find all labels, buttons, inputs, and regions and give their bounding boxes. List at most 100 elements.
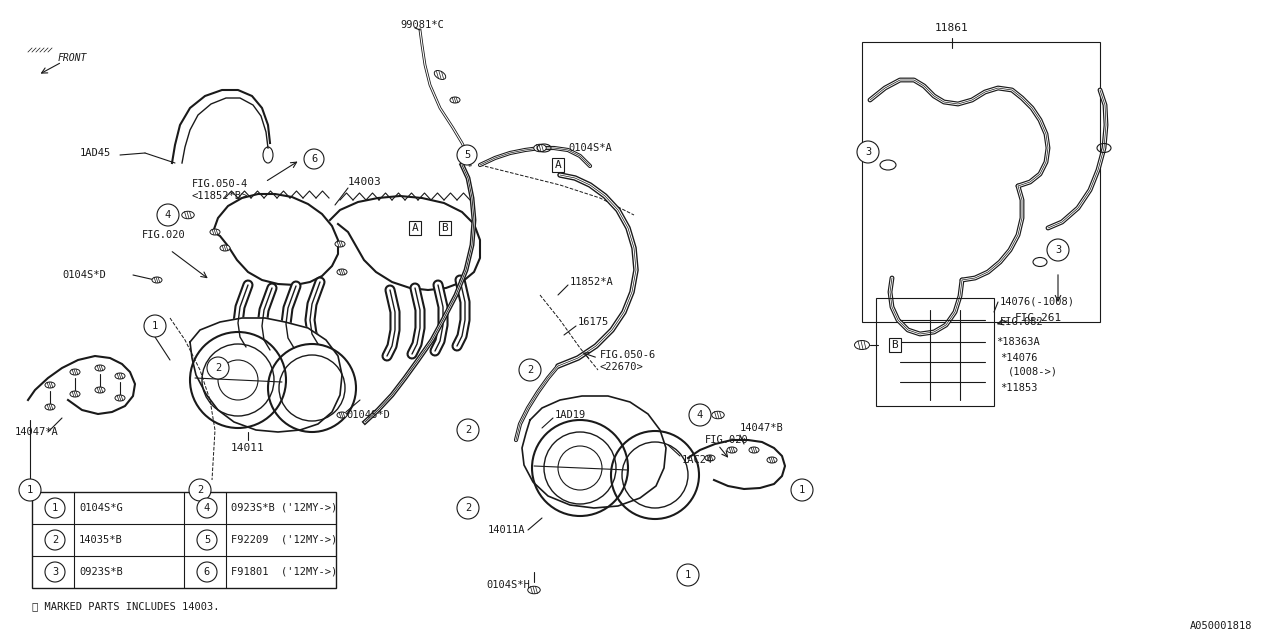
Circle shape (45, 530, 65, 550)
Text: <22670>: <22670> (600, 362, 644, 372)
Circle shape (207, 357, 229, 379)
Text: 16175: 16175 (579, 317, 609, 327)
Text: 0923S*B: 0923S*B (79, 567, 123, 577)
Text: 3: 3 (865, 147, 872, 157)
Circle shape (45, 562, 65, 582)
Ellipse shape (712, 412, 724, 419)
Text: 14076(-1008): 14076(-1008) (1000, 297, 1075, 307)
Text: 14047*B: 14047*B (740, 423, 783, 433)
Ellipse shape (70, 369, 79, 375)
Ellipse shape (855, 340, 869, 349)
Circle shape (157, 204, 179, 226)
Text: *14076: *14076 (1000, 353, 1038, 363)
Text: 14011: 14011 (232, 443, 265, 453)
Text: 0923S*B ('12MY->): 0923S*B ('12MY->) (230, 503, 337, 513)
Ellipse shape (705, 455, 716, 461)
Ellipse shape (727, 447, 737, 453)
Circle shape (197, 562, 218, 582)
Text: 2: 2 (215, 363, 221, 373)
Ellipse shape (95, 365, 105, 371)
Text: 14047*A: 14047*A (15, 427, 59, 437)
Ellipse shape (767, 457, 777, 463)
Polygon shape (522, 396, 666, 508)
Text: FIG.020: FIG.020 (142, 230, 186, 240)
Text: 6: 6 (204, 567, 210, 577)
Circle shape (19, 479, 41, 501)
Text: 14003: 14003 (348, 177, 381, 187)
Text: 1AD45: 1AD45 (79, 148, 111, 158)
Text: FIG.261: FIG.261 (1015, 313, 1062, 323)
Ellipse shape (45, 404, 55, 410)
Text: 11852*A: 11852*A (570, 277, 613, 287)
Polygon shape (189, 318, 342, 432)
Text: 1: 1 (152, 321, 159, 331)
Ellipse shape (115, 395, 125, 401)
Text: <11852*B>: <11852*B> (192, 191, 248, 201)
Circle shape (197, 498, 218, 518)
Circle shape (305, 149, 324, 169)
Text: 3: 3 (52, 567, 58, 577)
Ellipse shape (335, 241, 346, 247)
Text: 1: 1 (685, 570, 691, 580)
Text: F91801  ('12MY->): F91801 ('12MY->) (230, 567, 337, 577)
Text: 5: 5 (463, 150, 470, 160)
Ellipse shape (115, 373, 125, 379)
Polygon shape (330, 196, 480, 290)
Text: FIG.020: FIG.020 (705, 435, 749, 445)
Text: 0104S*H: 0104S*H (486, 580, 530, 590)
Text: 1: 1 (799, 485, 805, 495)
Text: 4: 4 (204, 503, 210, 513)
Text: 4: 4 (165, 210, 172, 220)
Circle shape (457, 145, 477, 165)
Text: 3: 3 (1055, 245, 1061, 255)
Ellipse shape (182, 211, 195, 219)
Text: 2: 2 (52, 535, 58, 545)
Text: B: B (892, 340, 899, 350)
Ellipse shape (220, 245, 230, 251)
Circle shape (189, 479, 211, 501)
Text: 11861: 11861 (936, 23, 969, 33)
Ellipse shape (152, 277, 163, 283)
Ellipse shape (434, 70, 445, 79)
Text: FIG.082: FIG.082 (1000, 317, 1043, 327)
Circle shape (197, 530, 218, 550)
Text: 2: 2 (527, 365, 534, 375)
Circle shape (143, 315, 166, 337)
Text: F92209  ('12MY->): F92209 ('12MY->) (230, 535, 337, 545)
Text: A: A (412, 223, 419, 233)
Ellipse shape (534, 144, 547, 152)
Circle shape (689, 404, 710, 426)
Text: FRONT: FRONT (58, 53, 87, 63)
Text: 99081*C: 99081*C (399, 20, 444, 30)
Text: 1AD19: 1AD19 (556, 410, 586, 420)
Circle shape (457, 419, 479, 441)
Circle shape (677, 564, 699, 586)
Ellipse shape (337, 412, 347, 418)
Text: 0104S*D: 0104S*D (61, 270, 106, 280)
Ellipse shape (749, 447, 759, 453)
Circle shape (518, 359, 541, 381)
Ellipse shape (527, 586, 540, 594)
Circle shape (791, 479, 813, 501)
Circle shape (858, 141, 879, 163)
Text: 2: 2 (465, 425, 471, 435)
Text: B: B (442, 223, 448, 233)
Text: 4: 4 (696, 410, 703, 420)
Text: ※ MARKED PARTS INCLUDES 14003.: ※ MARKED PARTS INCLUDES 14003. (32, 601, 219, 611)
Text: (1008->): (1008->) (1009, 367, 1059, 377)
Text: A: A (554, 160, 562, 170)
Circle shape (45, 498, 65, 518)
Text: 1: 1 (27, 485, 33, 495)
Text: 2: 2 (197, 485, 204, 495)
Text: 14035*B: 14035*B (79, 535, 123, 545)
Circle shape (1047, 239, 1069, 261)
Text: FIG.050-4: FIG.050-4 (192, 179, 248, 189)
Text: 14011A: 14011A (488, 525, 526, 535)
Text: 1AC24: 1AC24 (682, 455, 713, 465)
Text: 2: 2 (465, 503, 471, 513)
Text: *11853: *11853 (1000, 383, 1038, 393)
Circle shape (457, 497, 479, 519)
Text: 0104S*G: 0104S*G (79, 503, 123, 513)
Text: A050001818: A050001818 (1189, 621, 1252, 631)
Ellipse shape (70, 391, 79, 397)
